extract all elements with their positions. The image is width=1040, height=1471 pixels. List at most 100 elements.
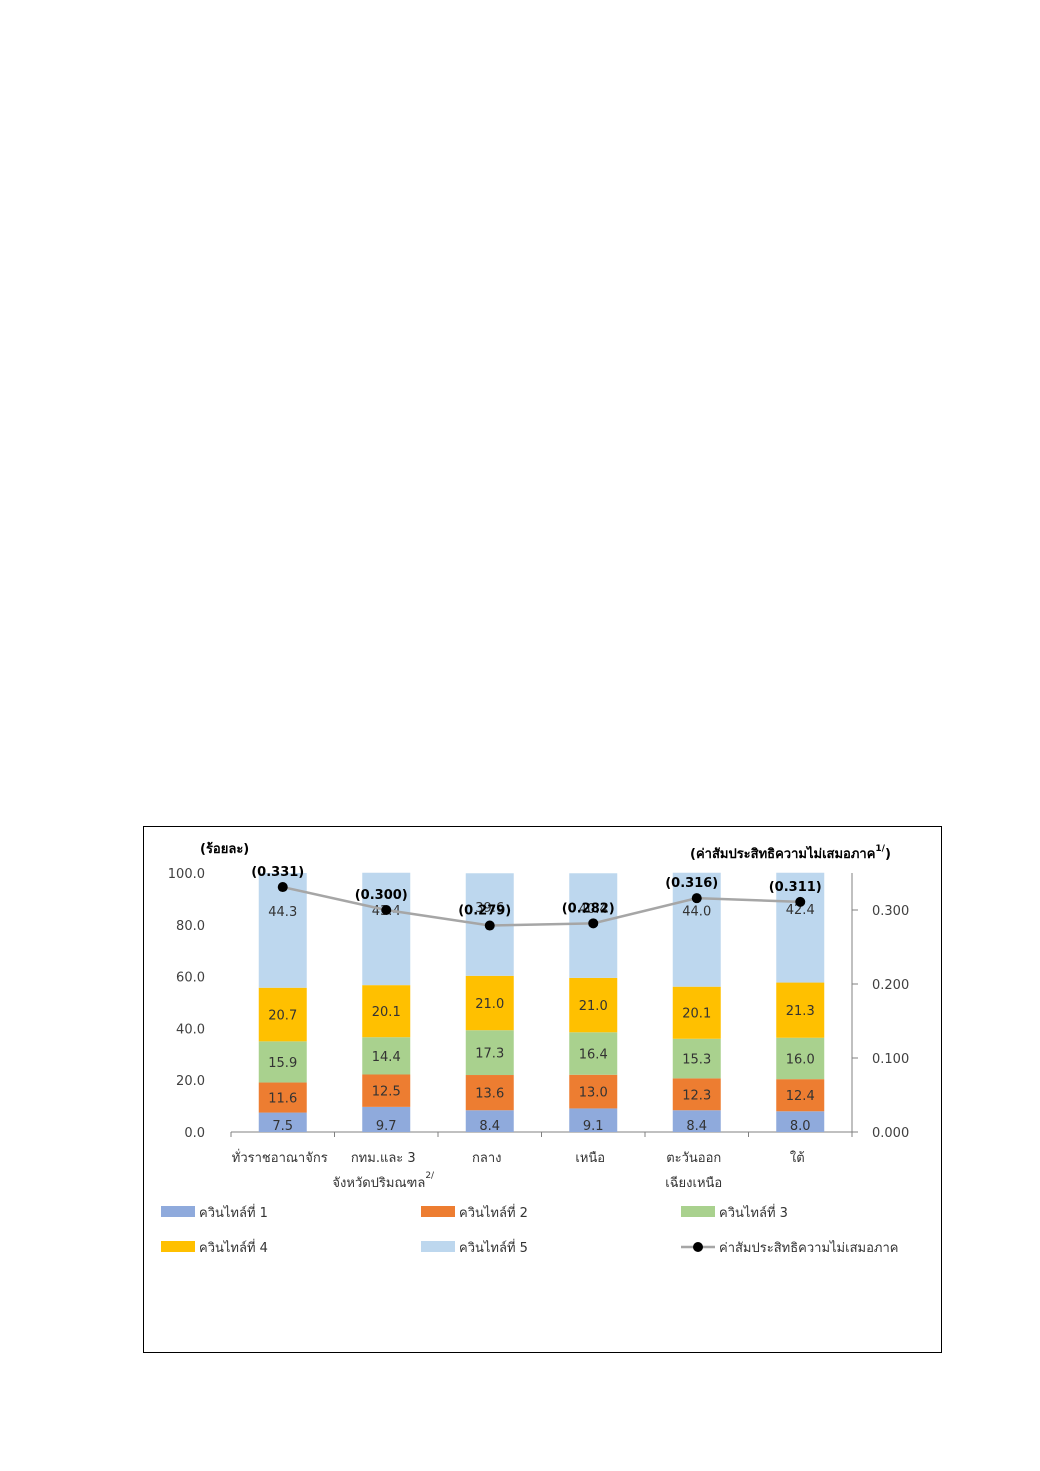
right-axis-tick-label: 0.100 (872, 1052, 909, 1067)
left-axis-tick-label: 80.0 (176, 919, 205, 934)
gini-line (282, 885, 801, 927)
bar-segment-label: 11.6 (268, 1092, 297, 1107)
bar-segment-label: 39.6 (475, 901, 504, 916)
bar-segment-label: 14.4 (372, 1050, 401, 1065)
legend-label: ควินไทล์ที่ 3 (719, 1204, 788, 1221)
bar-segment-q1 (569, 1108, 618, 1132)
category-label: เหนือ (575, 1150, 605, 1166)
bar-segment-label: 9.7 (376, 1119, 397, 1134)
left-axis-tick-label: 60.0 (176, 971, 205, 986)
bar-segment-label: 20.7 (268, 1009, 297, 1024)
bar-segment-q2 (672, 1078, 721, 1111)
legend-swatch (681, 1206, 715, 1217)
bar-segment-label: 17.3 (475, 1047, 504, 1062)
bar-segment-label: 12.5 (372, 1085, 401, 1100)
gini-point (381, 905, 392, 915)
left-axis-unit: (ร้อยละ) (200, 841, 249, 857)
bar-segment-q1 (362, 1106, 411, 1132)
bar-segment-label: 20.1 (682, 1007, 711, 1022)
bar-segment-label: 8.0 (790, 1119, 811, 1134)
bar-segment-label: 16.4 (579, 1048, 608, 1063)
bar-segment-label: 44.3 (268, 905, 297, 920)
gini-point (277, 882, 288, 893)
gini-value-label: (0.282) (562, 901, 615, 916)
gini-value-label: (0.316) (665, 876, 718, 891)
bar-segment-label: 8.4 (479, 1119, 500, 1134)
bar-segment-label: 7.5 (272, 1119, 293, 1134)
chart-frame: 0.0 20.0 40.0 60.0 80.0 100.0 0.000 0.100 0.200 0… (143, 826, 942, 1353)
bar-segment-q4 (465, 975, 514, 1031)
bar-segment-q3 (776, 1037, 825, 1080)
bar-segment-q3 (465, 1030, 514, 1076)
right-axis-unit: (ค่าสัมประสิทธิความไม่เสมอภาค1/) (690, 844, 891, 862)
bar-segment-q3 (362, 1037, 411, 1075)
bar-segment-q3 (672, 1038, 721, 1079)
gini-value-label: (0.300) (355, 888, 408, 903)
legend-swatch (421, 1241, 455, 1252)
bar-segment-label: 8.4 (686, 1119, 707, 1134)
bar-segment-label: 42.4 (786, 903, 815, 918)
bar-segment-label: 21.3 (786, 1004, 815, 1019)
category-label: ตะวันออก (666, 1151, 721, 1166)
right-axis-tick-label: 0.200 (872, 978, 909, 993)
legend-swatch (421, 1206, 455, 1217)
left-axis-tick-label: 100.0 (168, 867, 205, 882)
bar-segment-q5 (776, 872, 825, 983)
bar-segment-q3 (569, 1032, 618, 1075)
bar-segment-q3 (258, 1041, 307, 1083)
bar-segment-label: 13.0 (579, 1086, 608, 1101)
bar-segment-q5 (362, 872, 411, 986)
legend-label: ควินไทล์ที่ 1 (199, 1204, 268, 1221)
right-axis-unit-sup: 1/ (875, 844, 885, 854)
right-axis-tick-label: 0.000 (872, 1126, 909, 1141)
legend-label: ควินไทล์ที่ 4 (199, 1239, 268, 1256)
bar-segment-q2 (465, 1075, 514, 1111)
category-label-line2: เฉียงเหนือ (665, 1175, 722, 1191)
legend-swatch (161, 1206, 195, 1217)
category-label: กทม.และ 3 (351, 1151, 416, 1166)
bar-segment-q5 (672, 872, 721, 987)
gini-point (484, 920, 495, 931)
gini-value-label: (0.331) (251, 865, 304, 880)
gini-value-label: (0.311) (769, 880, 822, 895)
income-quintile-chart: 0.0 20.0 40.0 60.0 80.0 100.0 0.000 0.100 0.200 0… (161, 841, 909, 1256)
category-label-sup: 2/ (425, 1171, 435, 1181)
bar-segment-q1 (672, 1110, 721, 1132)
bar-segment-label: 15.3 (682, 1053, 711, 1068)
bar-segment-label: 16.0 (786, 1052, 815, 1067)
bar-segment-label: 12.3 (682, 1088, 711, 1103)
left-axis-tick-label: 0.0 (184, 1126, 205, 1141)
bar-segment-label: 40.4 (579, 902, 608, 917)
bar-segment-q1 (465, 1110, 514, 1132)
bar-segment-q5 (258, 873, 307, 988)
bar-segment-q4 (672, 986, 721, 1039)
legend-swatch (161, 1241, 195, 1252)
bar-segment-q1 (776, 1111, 825, 1132)
gini-value-label: (0.279) (458, 904, 511, 919)
bar-segment-q1 (258, 1112, 307, 1132)
category-label: กลาง (472, 1151, 502, 1166)
category-label: ทั่วราชอาณาจักร (232, 1149, 328, 1166)
bar-segment-label: 13.6 (475, 1087, 504, 1102)
legend-line-marker (693, 1242, 703, 1252)
bar-segment-label: 9.1 (583, 1119, 604, 1134)
right-axis-tick-label: 0.300 (872, 904, 909, 919)
bar-segment-label: 12.4 (786, 1089, 815, 1104)
left-axis-tick-label: 20.0 (176, 1074, 205, 1089)
bar-segment-q4 (362, 985, 411, 1038)
gini-point (588, 918, 599, 929)
legend-label: ควินไทล์ที่ 2 (459, 1204, 528, 1221)
bar-segment-q2 (776, 1079, 825, 1112)
legend-label: ควินไทล์ที่ 5 (459, 1239, 528, 1256)
bar-segment-label: 15.9 (268, 1056, 297, 1071)
bar-segment-label: 44.0 (682, 904, 711, 919)
bar-segment-q4 (776, 982, 825, 1038)
bar-segment-q2 (569, 1074, 618, 1109)
bar-segment-label: 21.0 (579, 999, 608, 1014)
bar-segment-q2 (362, 1074, 411, 1107)
gini-point (691, 893, 702, 904)
category-label-line2: จังหวัดปริมณฑล2/ (332, 1171, 435, 1191)
left-axis-tick-label: 40.0 (176, 1022, 205, 1037)
category-label: ใต้ (790, 1150, 805, 1166)
bar-segment-q2 (258, 1082, 307, 1113)
